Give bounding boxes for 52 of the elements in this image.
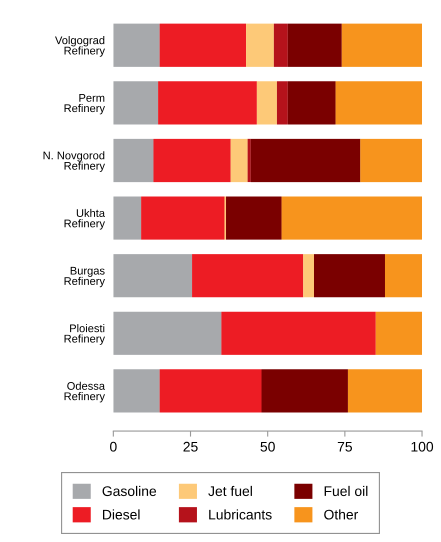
bar <box>288 24 342 67</box>
y-tick-label: Burgas Refinery <box>64 266 105 288</box>
y-tick-label: Ukhta Refinery <box>64 208 106 230</box>
x-tick-label: 25 <box>183 442 198 452</box>
bar <box>282 196 422 240</box>
legend-label: Jet fuel <box>208 486 252 496</box>
bar <box>336 81 422 124</box>
bar <box>314 254 385 298</box>
legend-label: Other <box>324 509 358 520</box>
bar <box>113 369 160 413</box>
bar <box>303 254 314 298</box>
y-tick-label: Perm Refinery <box>64 94 105 114</box>
bar <box>246 24 274 67</box>
bar <box>226 196 282 240</box>
bar <box>256 81 277 124</box>
bar <box>113 24 160 67</box>
bar <box>113 138 154 182</box>
bar <box>262 369 348 413</box>
bar <box>288 81 336 124</box>
bar <box>384 254 422 298</box>
bar <box>250 138 360 182</box>
bar <box>192 254 304 298</box>
bar <box>158 81 257 124</box>
bar <box>113 312 222 355</box>
legend-label: Fuel oil <box>324 486 368 496</box>
bar <box>360 138 422 182</box>
bar <box>276 81 288 124</box>
bar <box>113 81 158 124</box>
y-tick-label: Odessa Refinery <box>64 382 106 402</box>
x-tick-label: 75 <box>338 442 352 452</box>
bar <box>348 369 422 413</box>
y-tick-label: Volgograd Refinery <box>55 36 105 57</box>
bar <box>160 24 246 67</box>
bar <box>141 196 224 240</box>
legend-label: Diesel <box>103 509 140 520</box>
bar <box>160 369 262 413</box>
bar <box>113 196 142 240</box>
bar <box>153 138 231 182</box>
bar <box>274 24 288 67</box>
legend-label: Lubricants <box>209 509 272 520</box>
bar <box>248 138 251 182</box>
legend-label: Gasoline <box>102 486 156 496</box>
bar <box>230 138 248 182</box>
bar <box>113 254 192 298</box>
bar <box>376 312 422 355</box>
x-tick-label: 100 <box>412 442 434 452</box>
y-tick-label: N. Novgorod Refinery <box>44 151 105 172</box>
x-tick-label: 0 <box>110 442 117 452</box>
bar <box>221 312 376 355</box>
y-tick-label: Ploiesti Refinery <box>64 324 105 345</box>
bar <box>342 24 422 67</box>
x-tick-label: 50 <box>260 442 275 452</box>
